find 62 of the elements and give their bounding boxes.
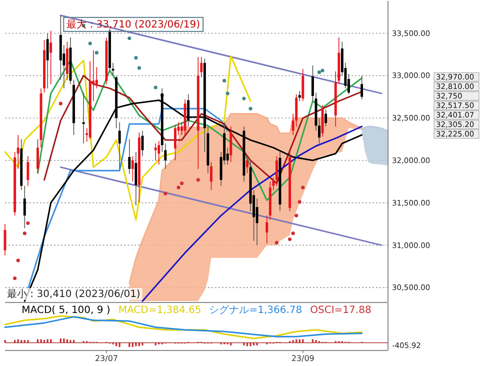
candlestick xyxy=(50,30,52,84)
x-tick-label: 23/07 xyxy=(94,354,118,363)
point xyxy=(288,237,292,242)
point xyxy=(294,214,298,218)
point xyxy=(137,66,142,70)
point xyxy=(317,70,322,74)
candlestick xyxy=(158,140,160,166)
annotation: 最大 : 33,710 (2023/06/19) xyxy=(66,18,200,30)
point xyxy=(26,221,30,225)
chart-title: MACD( 5, 100, 9 ) xyxy=(22,305,110,316)
x-tick-label: 23/09 xyxy=(291,354,314,363)
point xyxy=(16,258,20,262)
point xyxy=(176,186,180,190)
text: OSCI=17.88 xyxy=(310,305,372,316)
point xyxy=(242,96,246,100)
candlestick xyxy=(275,156,278,186)
point xyxy=(226,92,230,96)
point xyxy=(22,232,26,236)
point xyxy=(134,56,138,60)
line-series xyxy=(27,108,228,290)
line-series xyxy=(4,55,252,220)
candlestick xyxy=(46,32,49,89)
point xyxy=(164,192,168,196)
point xyxy=(88,42,92,46)
candlestick xyxy=(23,185,26,229)
point xyxy=(248,106,252,110)
point xyxy=(274,240,278,244)
point xyxy=(180,181,184,186)
candlestick xyxy=(360,75,364,100)
candlestick xyxy=(174,124,176,161)
candlestick xyxy=(246,156,248,174)
candlestick xyxy=(26,156,30,186)
point xyxy=(94,50,98,55)
candlestick xyxy=(298,90,301,102)
candlestick xyxy=(230,126,232,162)
candlestick xyxy=(154,143,157,161)
candlestick xyxy=(36,138,39,174)
point xyxy=(320,68,324,72)
candlestick xyxy=(82,92,85,144)
line-series xyxy=(36,60,363,201)
series-label: MACD=1,384.65 xyxy=(118,305,202,316)
candlestick xyxy=(134,152,138,206)
point xyxy=(222,78,226,82)
candlestick xyxy=(128,138,131,174)
annotation: 最小 : 30,410 (2023/06/01) xyxy=(7,288,140,300)
point xyxy=(301,186,305,190)
candlestick xyxy=(266,215,268,244)
point xyxy=(13,276,17,280)
series-label: シグナル=1,366.78 xyxy=(209,305,302,316)
candlestick xyxy=(131,156,134,182)
candlestick xyxy=(324,109,328,127)
point xyxy=(298,200,302,204)
point xyxy=(196,178,200,182)
candlestick xyxy=(210,162,212,190)
candlestick xyxy=(302,68,304,102)
line-series xyxy=(44,74,363,184)
candlestick xyxy=(256,198,258,246)
point xyxy=(291,232,295,236)
point xyxy=(58,102,62,106)
candlestick xyxy=(118,122,121,170)
point xyxy=(154,86,158,90)
point xyxy=(128,36,132,40)
